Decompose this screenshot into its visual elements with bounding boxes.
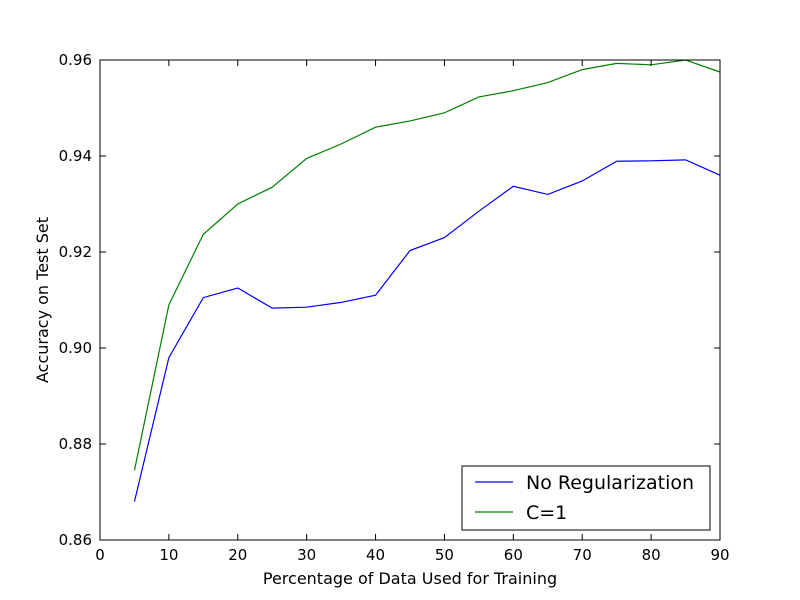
x-tick-label: 0 [95, 546, 105, 564]
legend: No Regularization C=1 [461, 465, 711, 531]
y-tick-label: 0.88 [59, 435, 92, 453]
tick-layer: 0 10 20 30 40 50 60 70 80 90 0.86 0.88 0.90 0.92 0.94 0… [59, 51, 730, 564]
plot-frame [99, 59, 721, 541]
x-tick-label: 80 [642, 546, 661, 564]
x-tick-label: 30 [297, 546, 316, 564]
x-tick-label: 40 [366, 546, 385, 564]
series-line-1 [133, 159, 721, 502]
series-line-2 [133, 59, 721, 471]
x-axis-label: Percentage of Data Used for Training [263, 569, 557, 588]
x-tick-label: 70 [573, 546, 592, 564]
x-tick-label: 20 [228, 546, 247, 564]
y-tick-label: 0.86 [59, 531, 92, 549]
x-tick-label: 10 [159, 546, 178, 564]
y-tick-label: 0.96 [59, 51, 92, 69]
y-tick-label: 0.94 [59, 147, 92, 165]
y-tick-label: 0.92 [59, 243, 92, 261]
y-tick-label: 0.90 [59, 339, 92, 357]
y-axis-label: Accuracy on Test Set [33, 217, 52, 383]
plot-area [100, 60, 720, 540]
legend-label-2: C=1 [526, 502, 567, 524]
series-layer [133, 59, 721, 502]
x-tick-label: 90 [710, 546, 729, 564]
x-tick-label: 50 [435, 546, 454, 564]
legend-frame [461, 465, 711, 531]
legend-label-1: No Regularization [526, 472, 694, 494]
x-tick-label: 60 [504, 546, 523, 564]
